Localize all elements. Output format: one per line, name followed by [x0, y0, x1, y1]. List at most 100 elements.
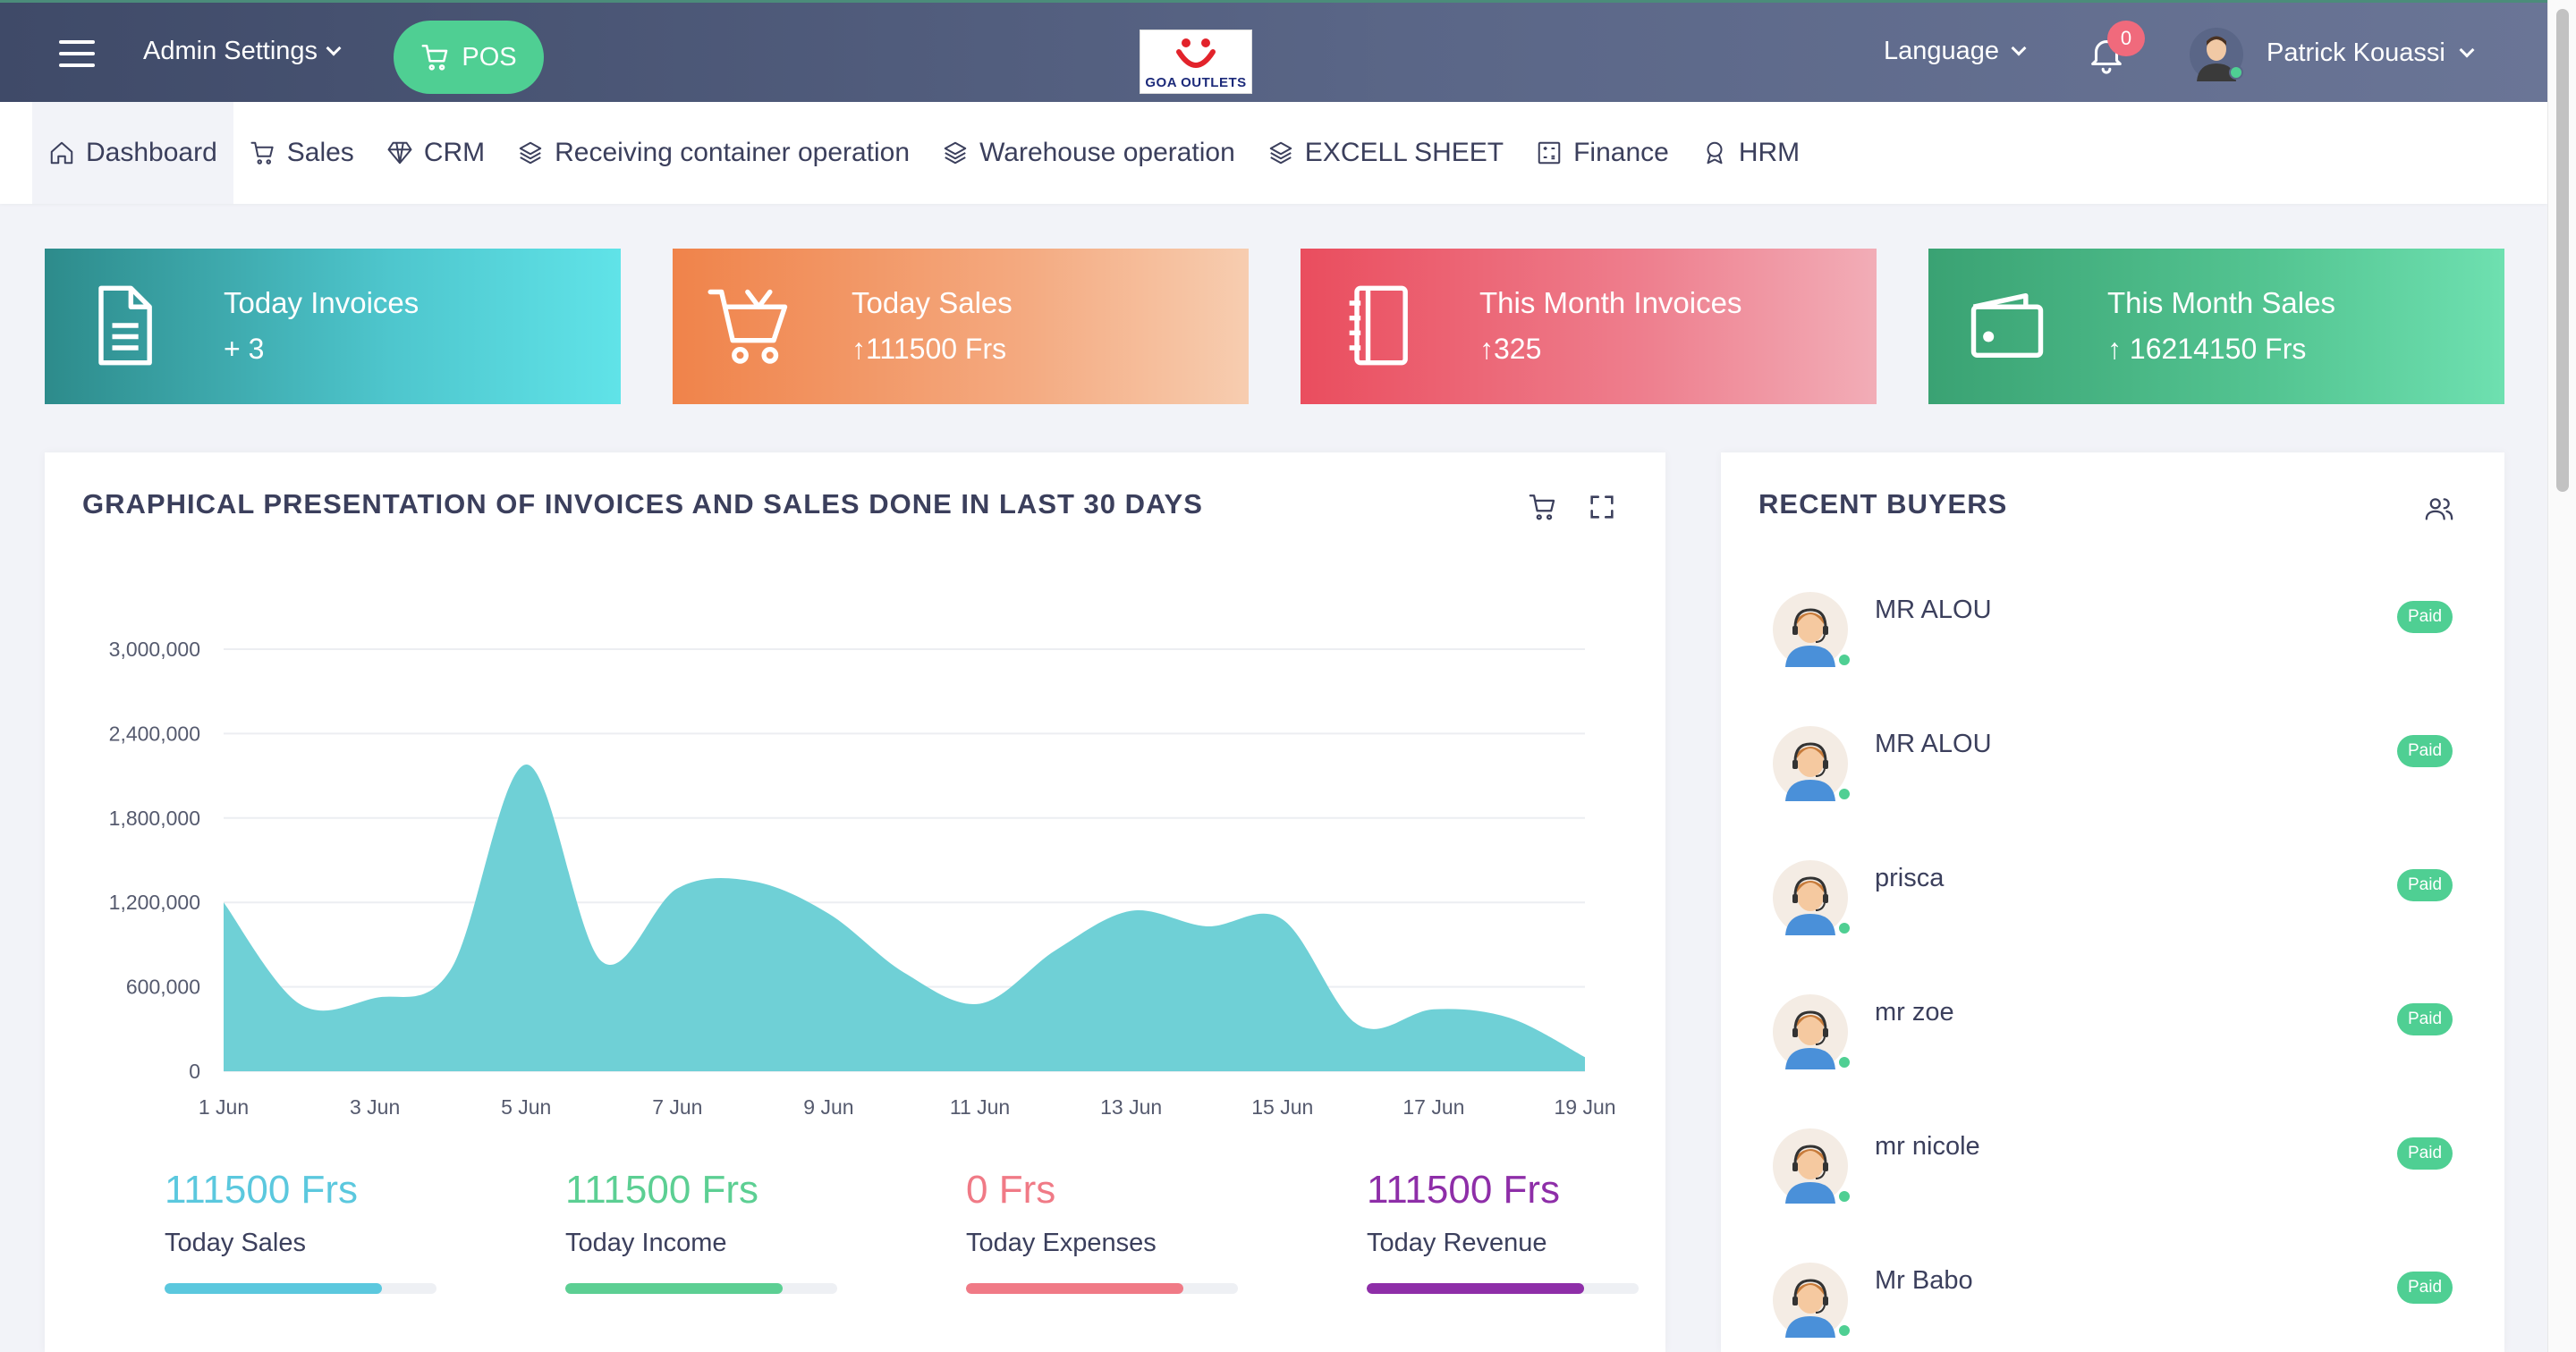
stat-label: Today Sales [852, 286, 1013, 319]
home-icon [50, 141, 73, 165]
x-tick-label: 1 Jun [199, 1095, 249, 1119]
menu-icon[interactable] [59, 40, 95, 67]
stat-value: ↑111500 Frs [852, 333, 1006, 366]
summary-label: Today Income [565, 1229, 727, 1257]
progress-bar [1367, 1283, 1639, 1294]
stat-card-month-invoices[interactable]: This Month Invoices ↑325 [1301, 249, 1877, 404]
stat-label: This Month Sales [2107, 286, 2335, 319]
progress-bar [966, 1283, 1238, 1294]
stat-prefix: ↑ [2107, 333, 2122, 365]
nav-item-crm[interactable]: CRM [370, 102, 501, 204]
chevron-down-icon [2459, 42, 2475, 57]
buyer-name: MR ALOU [1875, 596, 1992, 624]
summary-today-expenses: 0 Frs Today Expenses [966, 1168, 1243, 1294]
nav-item-dashboard[interactable]: Dashboard [32, 102, 233, 204]
language-dropdown[interactable]: Language [1884, 37, 2027, 66]
stat-prefix: ↑ [852, 333, 866, 365]
admin-settings-dropdown[interactable]: Admin Settings [143, 37, 342, 66]
y-tick-label: 2,400,000 [109, 722, 200, 745]
summary-today-revenue: 111500 Frs Today Revenue [1367, 1168, 1644, 1294]
notification-badge[interactable]: 0 [2107, 21, 2145, 56]
company-logo[interactable]: GOA OUTLETS [1140, 30, 1252, 94]
stat-number: 16214150 Frs [2129, 333, 2307, 365]
summary-amount: 111500 Frs [565, 1168, 759, 1212]
online-status-dot [1837, 1189, 1852, 1204]
layers-icon [519, 141, 542, 165]
document-icon [98, 285, 152, 366]
buyer-avatar [1773, 860, 1848, 935]
nav-item-receiving-container[interactable]: Receiving container operation [501, 102, 926, 204]
buyer-row[interactable]: Mr Babo Paid [1773, 1263, 2470, 1352]
language-label: Language [1884, 37, 2000, 65]
fullscreen-icon[interactable] [1587, 492, 1617, 522]
x-tick-label: 15 Jun [1251, 1095, 1313, 1119]
x-tick-label: 11 Jun [950, 1095, 1010, 1119]
nav-item-finance[interactable]: Finance [1520, 102, 1685, 204]
buyer-avatar [1773, 592, 1848, 667]
stat-value: ↑ 16214150 Frs [2107, 333, 2306, 366]
stat-card-today-invoices[interactable]: Today Invoices + 3 [45, 249, 621, 404]
buyers-panel-title: RECENT BUYERS [1758, 488, 2008, 520]
stat-value: + 3 [224, 333, 264, 366]
online-status-dot [1837, 653, 1852, 667]
buyer-name: mr zoe [1875, 998, 1954, 1027]
buyer-row[interactable]: MR ALOU Paid [1773, 726, 2470, 833]
progress-fill [565, 1283, 784, 1294]
calculator-icon [1538, 141, 1561, 165]
chevron-down-icon [2011, 40, 2027, 55]
notebook-icon [1349, 285, 1408, 366]
x-tick-label: 3 Jun [350, 1095, 400, 1119]
buyer-row[interactable]: MR ALOU Paid [1773, 592, 2470, 699]
y-tick-label: 3,000,000 [109, 638, 200, 661]
buyer-name: prisca [1875, 864, 1945, 892]
nav-label: Warehouse operation [979, 138, 1235, 167]
paid-badge: Paid [2397, 735, 2453, 767]
pos-button[interactable]: POS [394, 21, 544, 94]
stat-card-today-sales[interactable]: Today Sales ↑111500 Frs [673, 249, 1249, 404]
pos-label: POS [462, 42, 517, 72]
progress-fill [966, 1283, 1184, 1294]
summary-label: Today Revenue [1367, 1229, 1547, 1257]
buyer-row[interactable]: mr nicole Paid [1773, 1128, 2470, 1236]
buyer-avatar [1773, 1263, 1848, 1338]
nav-item-excell-sheet[interactable]: EXCELL SHEET [1251, 102, 1520, 204]
main-nav: Dashboard Sales CRM Receiving container … [0, 102, 2547, 204]
nav-label: EXCELL SHEET [1304, 138, 1504, 167]
stat-number: 325 [1494, 333, 1542, 365]
paid-badge: Paid [2397, 869, 2453, 901]
paid-badge: Paid [2397, 1272, 2453, 1304]
logo-text: GOA OUTLETS [1145, 75, 1247, 90]
user-menu[interactable]: Patrick Kouassi [2267, 38, 2475, 68]
area-chart: 0 600,000 1,200,000 1,800,000 2,400,000 3,000… [109, 638, 1616, 1119]
summary-today-sales: 111500 Frs Today Sales [165, 1168, 442, 1294]
buyer-name: MR ALOU [1875, 730, 1992, 758]
x-tick-label: 19 Jun [1554, 1095, 1615, 1119]
shopping-cart-icon [708, 289, 788, 364]
scrollbar-thumb[interactable] [2556, 9, 2569, 492]
user-name: Patrick Kouassi [2267, 38, 2445, 67]
wallet-icon [1970, 292, 2044, 359]
nav-item-sales[interactable]: Sales [233, 102, 370, 204]
stat-number: 111500 Frs [866, 333, 1007, 365]
buyer-name: Mr Babo [1875, 1266, 1973, 1295]
x-tick-label: 5 Jun [501, 1095, 551, 1119]
progress-bar [165, 1283, 436, 1294]
cart-icon[interactable] [1528, 492, 1558, 522]
stat-card-month-sales[interactable]: This Month Sales ↑ 16214150 Frs [1928, 249, 2504, 404]
x-tick-label: 7 Jun [652, 1095, 702, 1119]
users-icon[interactable] [2424, 494, 2454, 524]
online-status-dot [2229, 65, 2243, 80]
online-status-dot [1837, 1323, 1852, 1338]
stat-number: 3 [248, 333, 265, 365]
nav-item-warehouse[interactable]: Warehouse operation [926, 102, 1251, 204]
online-status-dot [1837, 787, 1852, 801]
x-tick-label: 17 Jun [1402, 1095, 1464, 1119]
buyer-row[interactable]: prisca Paid [1773, 860, 2470, 968]
summary-amount: 111500 Frs [165, 1168, 359, 1212]
chart-panel: GRAPHICAL PRESENTATION OF INVOICES AND S… [45, 452, 1665, 1352]
buyer-avatar [1773, 994, 1848, 1069]
nav-item-hrm[interactable]: HRM [1685, 102, 1816, 204]
chart-panel-title: GRAPHICAL PRESENTATION OF INVOICES AND S… [82, 488, 1203, 520]
layers-icon [944, 141, 967, 165]
buyer-row[interactable]: mr zoe Paid [1773, 994, 2470, 1102]
